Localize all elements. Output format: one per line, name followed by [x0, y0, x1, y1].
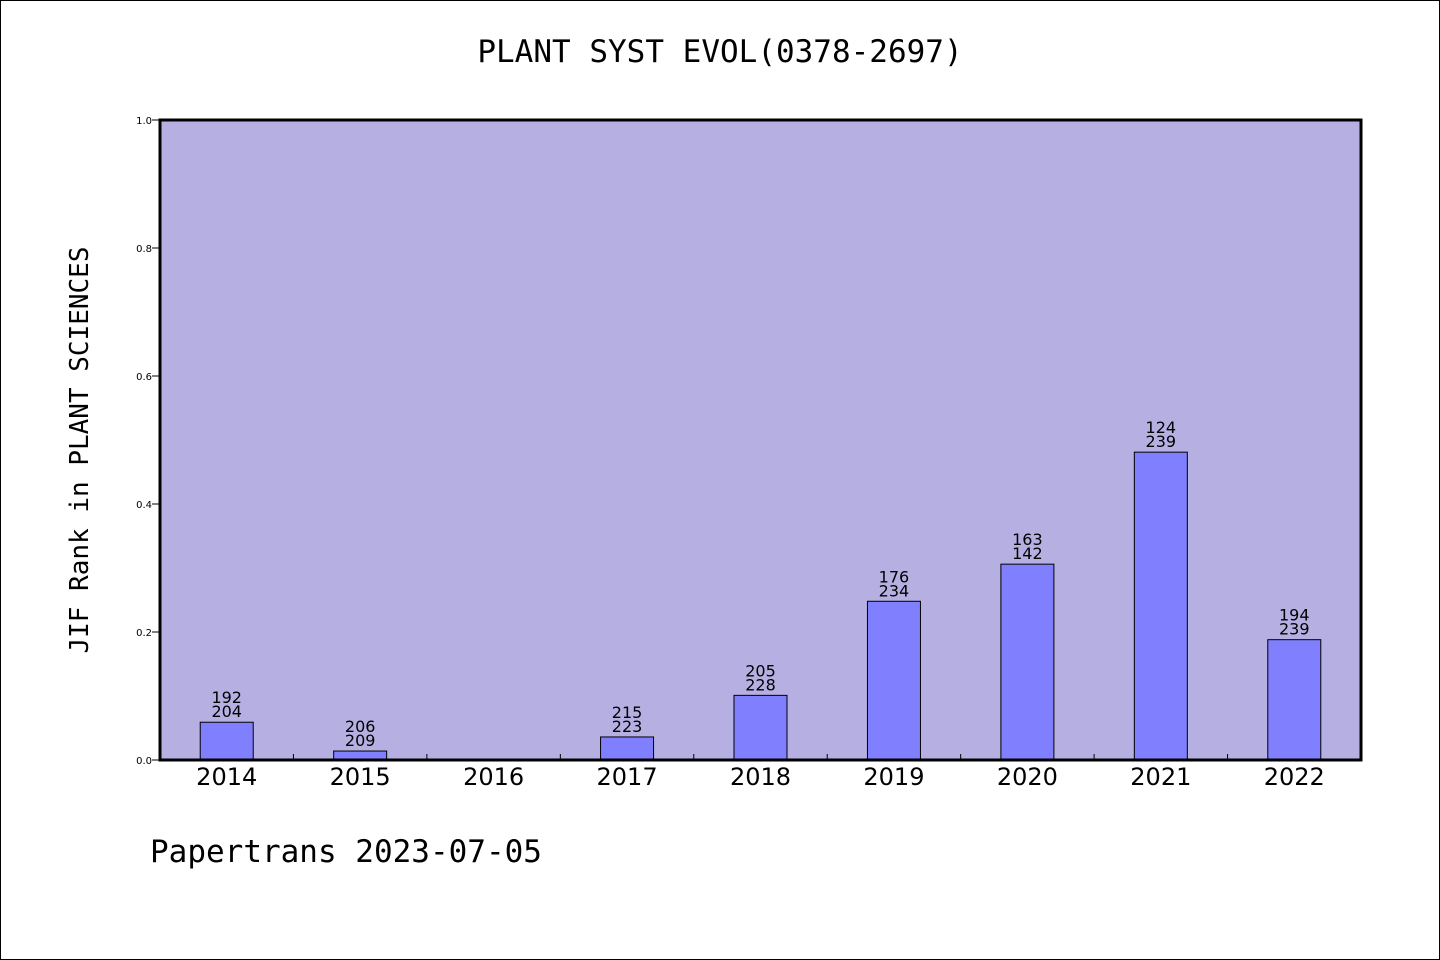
x-tick-label: 2016	[463, 763, 524, 791]
bar-label-rank: 163	[1012, 530, 1043, 549]
bar-label-total: 239	[1279, 620, 1310, 639]
bar-label-rank: 206	[345, 717, 376, 736]
bar-label-rank: 194	[1279, 606, 1310, 625]
x-tick-label: 2014	[196, 763, 257, 791]
y-tick-label: 1.0	[136, 116, 152, 127]
bar-label-rank: 215	[612, 703, 643, 722]
y-tick-label: 0.4	[136, 500, 152, 511]
x-tick-label: 2021	[1130, 763, 1191, 791]
bar-label-total: 239	[1146, 432, 1177, 451]
bar-label-rank: 205	[745, 661, 776, 680]
footer-stamp: Papertrans 2023-07-05	[150, 834, 542, 870]
bar-label-total: 234	[879, 581, 910, 600]
x-tick-label: 2020	[997, 763, 1058, 791]
plot-border	[158, 118, 1363, 762]
y-tick-label: 0.0	[136, 756, 152, 767]
x-tick-label: 2018	[730, 763, 791, 791]
bar-label-total: 223	[612, 717, 643, 736]
bar	[1133, 451, 1188, 761]
bar-label-rank: 124	[1146, 418, 1177, 437]
bar	[1000, 563, 1055, 761]
y-tick-label: 0.8	[136, 244, 152, 255]
bar	[1267, 639, 1322, 761]
chart-title: PLANT SYST EVOL(0378-2697)	[477, 34, 963, 70]
bar	[733, 694, 788, 761]
bar-label-total: 209	[345, 731, 376, 750]
bar-label-total: 204	[211, 702, 242, 721]
y-tick-label: 0.6	[136, 372, 152, 383]
x-tick-label: 2022	[1264, 763, 1325, 791]
bar	[866, 600, 921, 761]
bar	[199, 721, 254, 761]
bar-label-total: 228	[745, 675, 776, 694]
bar-label-rank: 192	[211, 688, 242, 707]
bar	[600, 736, 655, 761]
x-tick-label: 2015	[330, 763, 391, 791]
x-tick-label: 2017	[597, 763, 658, 791]
bar-label-rank: 176	[879, 567, 910, 586]
y-tick-label: 0.2	[136, 628, 152, 639]
bar-label-total: 142	[1012, 544, 1043, 563]
x-tick-label: 2019	[863, 763, 924, 791]
